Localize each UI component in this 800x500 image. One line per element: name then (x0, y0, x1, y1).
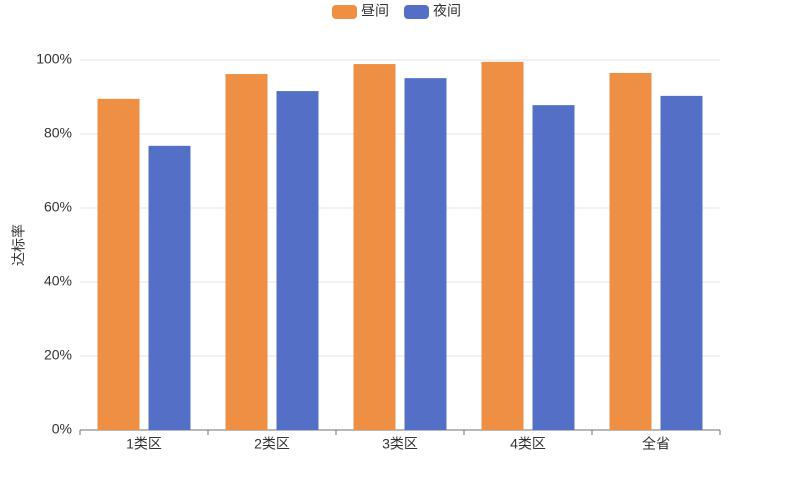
x-tick-label: 2类区 (254, 436, 290, 452)
bar (276, 91, 319, 430)
x-tick-label: 4类区 (510, 436, 546, 452)
y-tick-label: 80% (44, 125, 72, 141)
bar (609, 72, 652, 430)
legend-label[interactable]: 昼间 (361, 3, 389, 19)
y-tick-label: 0% (52, 421, 72, 437)
x-tick-label: 全省 (642, 436, 670, 452)
legend-label[interactable]: 夜间 (433, 3, 461, 19)
bar (225, 74, 268, 430)
x-tick-label: 1类区 (126, 436, 162, 452)
legend-swatch[interactable] (404, 5, 429, 19)
x-tick-label: 3类区 (382, 436, 418, 452)
y-tick-label: 60% (44, 199, 72, 215)
bar (97, 98, 140, 430)
bar (353, 64, 396, 430)
bar (481, 61, 524, 430)
bar (532, 105, 575, 430)
bar (148, 145, 191, 430)
bar (660, 95, 703, 430)
y-tick-label: 20% (44, 347, 72, 363)
bar (404, 78, 447, 430)
y-axis-label: 达标率 (11, 224, 27, 266)
y-tick-label: 100% (36, 51, 72, 67)
y-tick-label: 40% (44, 273, 72, 289)
legend-swatch[interactable] (332, 5, 357, 19)
